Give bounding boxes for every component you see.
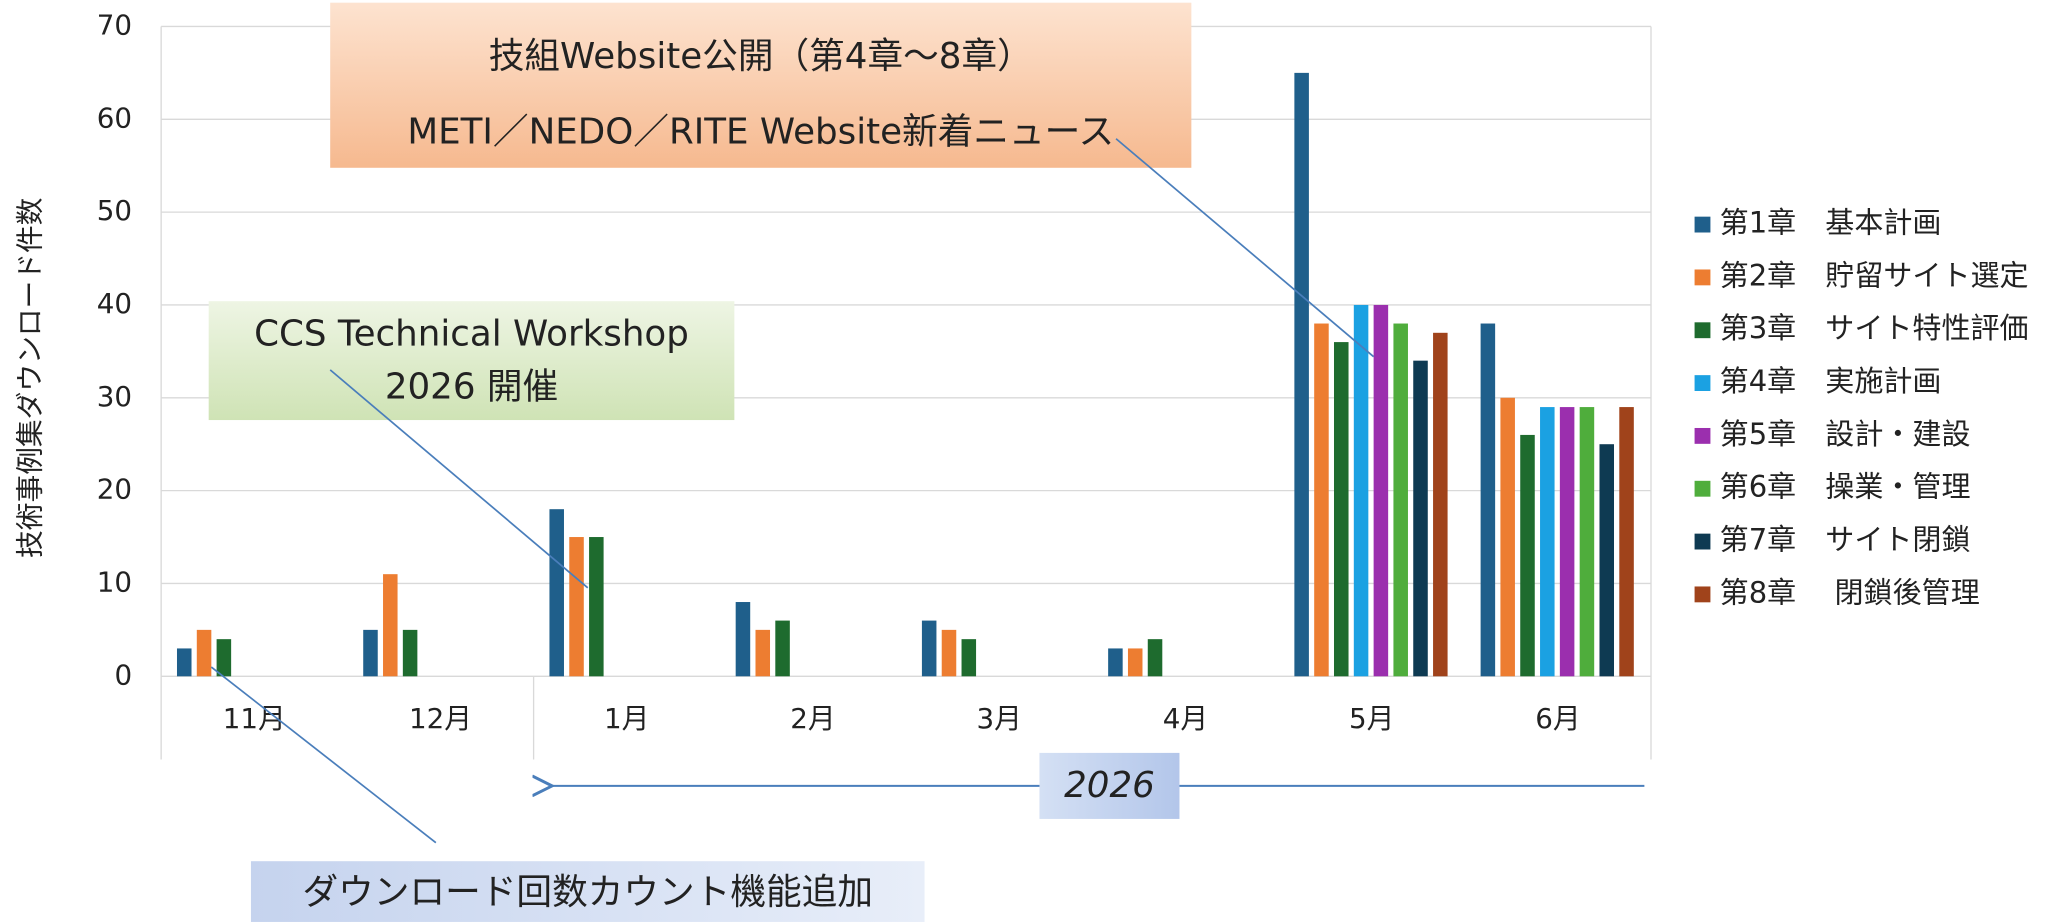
- bar: [961, 639, 977, 677]
- bar: [1520, 434, 1535, 677]
- legend-swatch: [1694, 427, 1711, 444]
- annotation-box: [208, 301, 735, 421]
- x-tick-label: 2月: [790, 702, 835, 735]
- y-tick-label: 10: [97, 565, 132, 598]
- annotation: 2026 開催: [385, 366, 558, 407]
- bar: [216, 639, 232, 677]
- legend-swatch: [1694, 375, 1711, 391]
- bar: [1540, 407, 1555, 677]
- leader-line: [329, 369, 589, 589]
- annotation-box: [330, 2, 1192, 168]
- bar: [1599, 444, 1615, 677]
- annotation: CCS Technical Workshop: [254, 314, 689, 355]
- year-label: 2026: [1064, 765, 1155, 806]
- legend-label: 第5章 設計・建設: [1720, 417, 1971, 451]
- bar: [363, 629, 378, 677]
- leader-line: [210, 666, 437, 844]
- leader-line: [1115, 138, 1375, 358]
- legend-label: 第7章 サイト閉鎖: [1720, 523, 1971, 557]
- bar: [1433, 332, 1448, 677]
- bar: [569, 537, 584, 677]
- x-tick-label: 12月: [409, 702, 472, 735]
- legend-label: 第3章 サイト特性評価: [1720, 311, 2029, 345]
- x-tick-label: 3月: [976, 702, 1021, 735]
- bar: [1314, 323, 1329, 677]
- annotation-box: [250, 861, 925, 922]
- x-tick-label: 4月: [1163, 702, 1208, 735]
- bar: [921, 620, 937, 677]
- y-tick-label: 50: [97, 194, 132, 227]
- legend-swatch: [1694, 586, 1711, 603]
- bar: [1127, 648, 1143, 677]
- bar: [1480, 323, 1496, 677]
- legend-label: 第8章 閉鎖後管理: [1720, 575, 1980, 609]
- bar: [402, 629, 418, 677]
- bar: [1294, 72, 1309, 677]
- bar: [941, 629, 957, 677]
- bar: [755, 629, 771, 677]
- bar: [549, 509, 564, 677]
- y-axis-label: 技術事例集ダウンロード件数: [14, 198, 47, 558]
- legend-swatch: [1694, 322, 1711, 339]
- annotation-box: [1039, 752, 1180, 819]
- bar: [1579, 407, 1595, 677]
- bar: [1559, 407, 1575, 677]
- y-tick-label: 40: [97, 287, 132, 320]
- bar: [1393, 323, 1408, 677]
- bar: [196, 629, 212, 677]
- legend-swatch: [1694, 480, 1711, 497]
- legend-swatch: [1694, 216, 1711, 233]
- y-tick-label: 70: [97, 8, 132, 41]
- annotation: METI／NEDO／RITE Website新着ニュース: [407, 111, 1114, 152]
- legend-label: 第2章 貯留サイト選定: [1720, 258, 2029, 292]
- annotation: ダウンロード回数カウント機能追加: [303, 872, 874, 913]
- bar: [1333, 342, 1349, 677]
- legend-swatch: [1694, 269, 1711, 286]
- annotation: 技組Website公開（第4章～8章）: [489, 36, 1033, 77]
- bar: [383, 574, 398, 677]
- legend-label: 第4章 実施計画: [1720, 364, 1942, 398]
- legend-swatch: [1694, 533, 1711, 550]
- bar: [735, 602, 751, 677]
- bar: [1108, 648, 1123, 677]
- bar: [589, 537, 604, 677]
- x-tick-label: 6月: [1535, 702, 1580, 735]
- bar: [1353, 304, 1369, 677]
- y-tick-label: 20: [97, 473, 132, 506]
- bar: [1373, 304, 1389, 677]
- legend-label: 第1章 基本計画: [1720, 206, 1942, 240]
- legend-label: 第6章 操業・管理: [1720, 470, 1971, 504]
- y-tick-label: 0: [114, 658, 132, 691]
- bar: [1500, 397, 1515, 677]
- bar: [1147, 639, 1163, 677]
- bar: [1413, 360, 1428, 677]
- y-tick-label: 60: [97, 101, 132, 134]
- bar: [176, 648, 192, 677]
- bar: [775, 620, 790, 677]
- x-tick-label: 5月: [1349, 702, 1394, 735]
- y-tick-label: 30: [97, 380, 132, 413]
- x-tick-label: 11月: [223, 702, 286, 735]
- bar: [1619, 407, 1634, 677]
- x-tick-label: 1月: [604, 702, 649, 735]
